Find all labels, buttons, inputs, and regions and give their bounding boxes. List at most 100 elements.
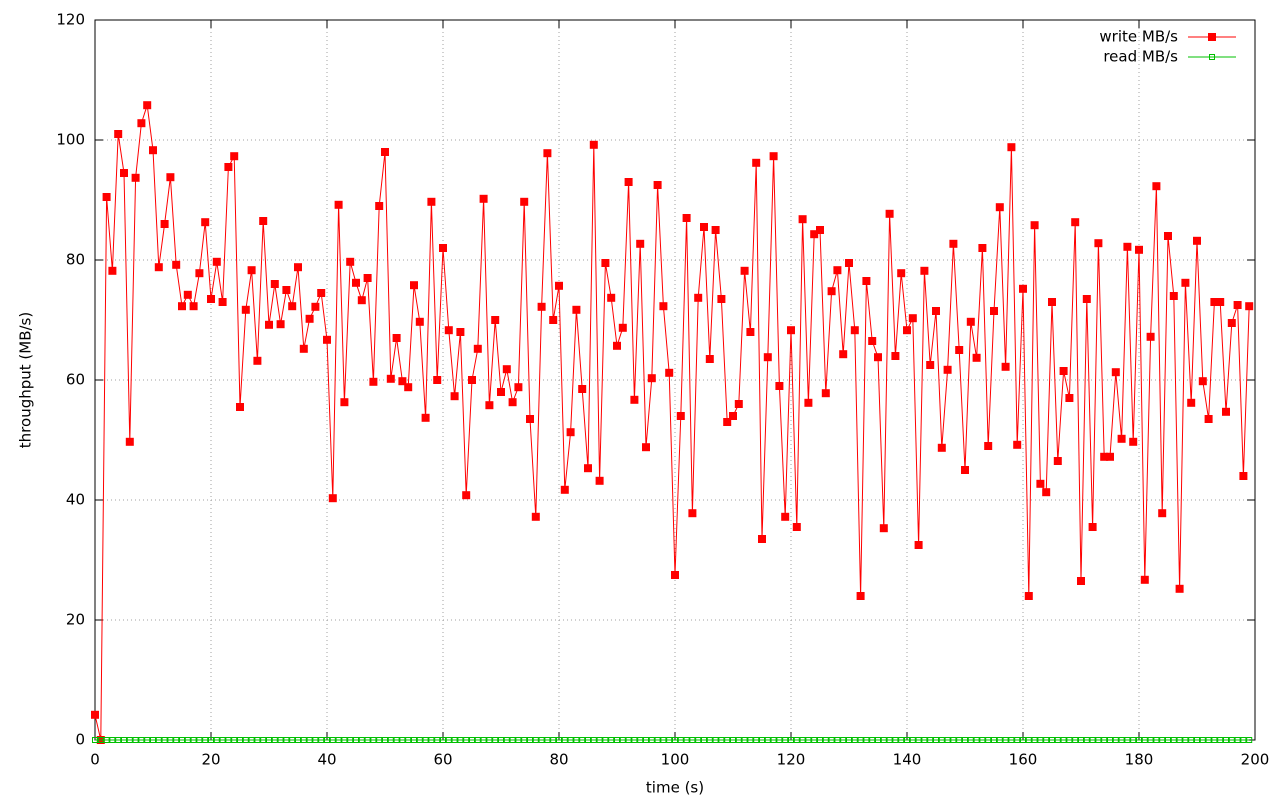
- marker: [827, 287, 836, 296]
- marker: [173, 737, 180, 743]
- marker: [648, 737, 655, 743]
- marker: [503, 737, 510, 743]
- marker: [1129, 437, 1138, 446]
- x-tick-label: 200: [1241, 751, 1270, 769]
- marker: [1002, 737, 1009, 743]
- marker: [335, 737, 342, 743]
- marker: [1019, 284, 1027, 293]
- marker: [1060, 737, 1067, 743]
- marker: [514, 383, 523, 392]
- marker: [456, 328, 465, 336]
- marker: [1199, 737, 1206, 743]
- marker: [1188, 737, 1195, 743]
- marker: [596, 737, 603, 743]
- marker: [405, 737, 412, 743]
- marker: [479, 194, 488, 203]
- marker: [312, 737, 319, 743]
- marker: [573, 737, 580, 743]
- marker: [1175, 584, 1184, 593]
- marker: [370, 737, 377, 743]
- marker: [462, 491, 471, 500]
- marker: [398, 377, 407, 386]
- marker: [346, 257, 355, 266]
- marker: [695, 737, 702, 743]
- marker: [502, 365, 511, 374]
- marker: [485, 401, 494, 410]
- marker: [1204, 415, 1213, 423]
- marker: [114, 130, 123, 138]
- marker: [613, 341, 621, 350]
- marker: [996, 737, 1003, 743]
- marker: [763, 353, 772, 362]
- marker: [1187, 398, 1196, 407]
- marker: [769, 152, 778, 161]
- marker: [202, 737, 209, 743]
- marker: [189, 302, 198, 311]
- marker: [672, 737, 678, 743]
- marker: [723, 418, 732, 426]
- marker: [532, 737, 539, 743]
- marker: [520, 197, 529, 206]
- marker: [845, 259, 853, 267]
- marker: [241, 305, 250, 314]
- marker: [811, 737, 818, 743]
- marker: [1152, 182, 1161, 191]
- marker: [904, 737, 910, 743]
- marker: [1077, 577, 1085, 585]
- marker: [874, 353, 882, 362]
- marker: [666, 737, 673, 743]
- marker: [1169, 292, 1178, 300]
- marker: [247, 266, 256, 275]
- marker: [949, 239, 958, 248]
- marker: [295, 737, 301, 743]
- marker: [440, 737, 446, 743]
- marker: [869, 737, 876, 743]
- marker: [1234, 737, 1241, 743]
- marker: [1025, 737, 1032, 743]
- marker: [375, 202, 384, 210]
- marker: [839, 350, 848, 359]
- marker: [1007, 143, 1016, 152]
- marker: [445, 737, 452, 743]
- marker: [427, 197, 436, 206]
- marker: [1037, 737, 1044, 743]
- y-tick-label: 80: [66, 251, 85, 269]
- marker: [643, 737, 649, 743]
- marker: [822, 737, 829, 743]
- y-tick-label: 40: [66, 491, 85, 509]
- marker: [300, 737, 307, 743]
- marker: [683, 737, 690, 743]
- marker: [1088, 523, 1097, 531]
- marker: [439, 244, 447, 252]
- marker: [357, 296, 366, 305]
- marker: [891, 352, 900, 360]
- marker: [781, 512, 790, 521]
- marker: [218, 298, 227, 306]
- marker: [903, 326, 911, 335]
- marker: [879, 524, 888, 533]
- marker: [689, 737, 696, 743]
- marker: [561, 737, 568, 743]
- marker: [270, 280, 279, 288]
- marker: [103, 737, 110, 743]
- marker: [144, 737, 151, 743]
- marker: [706, 737, 713, 743]
- marker: [550, 737, 557, 743]
- x-tick-label: 120: [777, 751, 806, 769]
- marker: [386, 374, 395, 383]
- marker: [868, 337, 877, 345]
- marker: [1089, 737, 1096, 743]
- marker: [184, 737, 191, 743]
- marker: [1072, 737, 1079, 743]
- marker: [212, 257, 221, 266]
- y-tick-label: 100: [56, 131, 85, 149]
- marker: [108, 266, 117, 275]
- marker: [776, 737, 783, 743]
- marker: [851, 737, 858, 743]
- marker: [637, 737, 644, 743]
- marker: [183, 290, 192, 299]
- marker: [700, 223, 708, 231]
- marker: [955, 346, 964, 354]
- marker: [885, 209, 894, 218]
- marker: [1124, 737, 1131, 743]
